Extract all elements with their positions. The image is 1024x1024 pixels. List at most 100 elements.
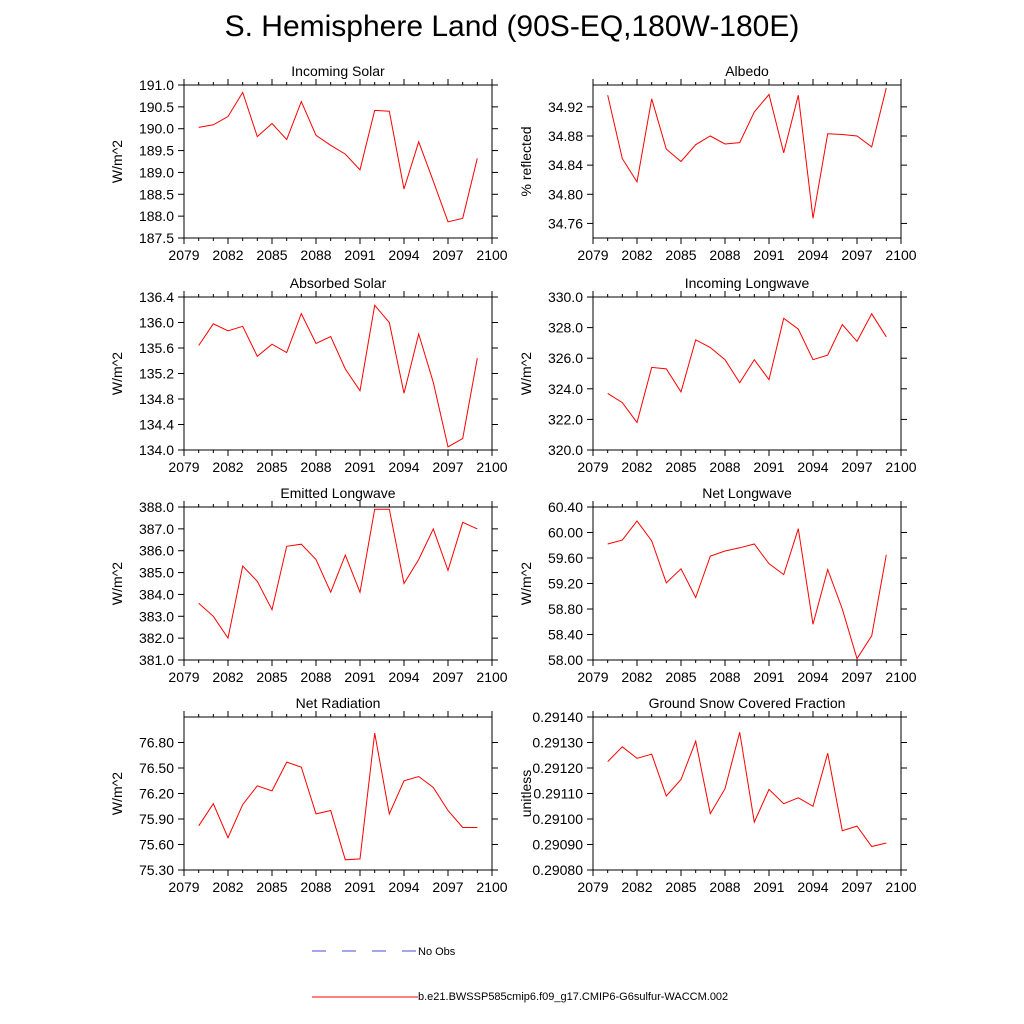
chart-title: Incoming Longwave: [685, 275, 810, 291]
y-tick-label: 34.88: [548, 128, 583, 144]
x-tick-label: 2100: [885, 247, 916, 263]
y-tick-label: 75.60: [139, 837, 174, 853]
x-tick-label: 2088: [709, 459, 740, 475]
y-tick-label: 34.92: [548, 99, 583, 115]
y-tick-label: 320.0: [548, 442, 583, 458]
x-tick-label: 2085: [665, 459, 696, 475]
x-tick-label: 2094: [797, 459, 828, 475]
y-tick-label: 382.0: [139, 630, 174, 646]
plot-frame: [183, 716, 493, 871]
x-tick-label: 2085: [665, 669, 696, 685]
x-tick-label: 2079: [577, 459, 608, 475]
y-tick-label: 190.0: [139, 121, 174, 137]
x-tick-label: 2088: [709, 669, 740, 685]
chart-panel: Ground Snow Covered Fraction unitless 2079…: [518, 695, 917, 895]
y-tick-label: 59.60: [548, 550, 583, 566]
chart-title: Net Longwave: [702, 485, 792, 501]
y-tick-label: 136.0: [139, 315, 174, 331]
x-tick-label: 2085: [256, 879, 287, 895]
y-tick-label: 0.29100: [532, 811, 583, 827]
series-line: [198, 91, 478, 223]
x-tick-label: 2094: [388, 879, 419, 895]
chart-panel: Albedo % reflected 2079 2082 2085 2088 2091 209…: [518, 63, 917, 263]
x-tick-label: 2097: [432, 247, 463, 263]
x-tick-label: 2097: [841, 247, 872, 263]
x-tick-label: 2079: [577, 879, 608, 895]
y-tick-label: 76.20: [139, 786, 174, 802]
x-tick-label: 2085: [665, 247, 696, 263]
y-tick-label: 386.0: [139, 543, 174, 559]
y-tick-label: 34.80: [548, 186, 583, 202]
y-tick-label: 58.80: [548, 601, 583, 617]
main-title: S. Hemisphere Land (90S-EQ,180W-180E): [224, 10, 800, 43]
x-tick-label: 2094: [797, 669, 828, 685]
series-line: [607, 87, 887, 219]
chart-title: Ground Snow Covered Fraction: [649, 695, 846, 711]
x-tick-label: 2082: [621, 669, 652, 685]
chart-panel: Absorbed Solar W/m^2 2079 2082 2085 2088 2091 2…: [109, 275, 508, 475]
x-tick-label: 2082: [212, 669, 243, 685]
y-tick-label: 191.0: [139, 77, 174, 93]
y-tick-label: 75.90: [139, 811, 174, 827]
y-axis-label: unitless: [518, 770, 534, 817]
y-tick-label: 187.5: [139, 230, 174, 246]
chart-title: Incoming Solar: [291, 63, 385, 79]
y-tick-label: 383.0: [139, 608, 174, 624]
plot-frame: [183, 84, 493, 239]
x-tick-label: 2088: [300, 669, 331, 685]
x-tick-label: 2094: [797, 879, 828, 895]
y-axis-label: W/m^2: [109, 140, 125, 183]
plot-frame: [592, 716, 902, 871]
x-tick-label: 2091: [344, 669, 375, 685]
y-tick-label: 60.40: [548, 499, 583, 515]
y-tick-label: 188.0: [139, 208, 174, 224]
y-tick-label: 75.30: [139, 862, 174, 878]
y-tick-label: 330.0: [548, 289, 583, 305]
legend-model-label: b.e21.BWSSP585cmip6.f09_g17.CMIP6-G6sulf…: [418, 991, 728, 1003]
x-tick-label: 2079: [577, 247, 608, 263]
y-tick-label: 34.84: [548, 157, 583, 173]
x-tick-label: 2094: [797, 247, 828, 263]
chart-title: Albedo: [725, 63, 769, 79]
x-tick-label: 2082: [212, 459, 243, 475]
plot-frame: [183, 296, 493, 451]
x-tick-label: 2088: [300, 247, 331, 263]
y-tick-label: 58.00: [548, 652, 583, 668]
x-tick-label: 2085: [256, 459, 287, 475]
y-tick-label: 385.0: [139, 565, 174, 581]
y-axis-label: W/m^2: [518, 352, 534, 395]
x-tick-label: 2100: [885, 879, 916, 895]
y-tick-label: 0.29080: [532, 862, 583, 878]
x-tick-label: 2091: [753, 459, 784, 475]
y-tick-label: 0.29110: [533, 786, 583, 802]
y-tick-label: 136.4: [139, 289, 174, 305]
y-tick-label: 0.29140: [532, 709, 583, 725]
y-tick-label: 381.0: [139, 652, 174, 668]
y-tick-label: 326.0: [548, 350, 583, 366]
chart-title: Net Radiation: [296, 695, 381, 711]
series-line: [607, 312, 887, 424]
x-tick-label: 2094: [388, 247, 419, 263]
x-tick-label: 2094: [388, 459, 419, 475]
chart-panel: Net Radiation W/m^2 2079 2082 2085 2088 2091 20…: [109, 695, 508, 895]
x-tick-label: 2085: [256, 247, 287, 263]
y-tick-label: 189.5: [139, 143, 174, 159]
y-tick-label: 189.0: [139, 164, 174, 180]
y-tick-label: 59.20: [548, 576, 583, 592]
chart-panel: Incoming Solar W/m^2 2079 2082 2085 2088 2091 2…: [109, 63, 508, 263]
x-tick-label: 2082: [621, 459, 652, 475]
plot-frame: [592, 506, 902, 661]
y-tick-label: 76.80: [139, 735, 174, 751]
y-tick-label: 387.0: [139, 521, 174, 537]
x-tick-label: 2097: [432, 669, 463, 685]
x-tick-label: 2100: [476, 669, 507, 685]
x-tick-label: 2079: [168, 879, 199, 895]
y-tick-label: 76.50: [139, 760, 174, 776]
series-line: [607, 520, 887, 660]
x-tick-label: 2100: [476, 247, 507, 263]
plot-frame: [592, 296, 902, 451]
y-tick-label: 60.00: [548, 525, 583, 541]
x-tick-label: 2088: [709, 879, 740, 895]
y-tick-label: 188.5: [139, 186, 174, 202]
y-tick-label: 0.29090: [532, 837, 583, 853]
